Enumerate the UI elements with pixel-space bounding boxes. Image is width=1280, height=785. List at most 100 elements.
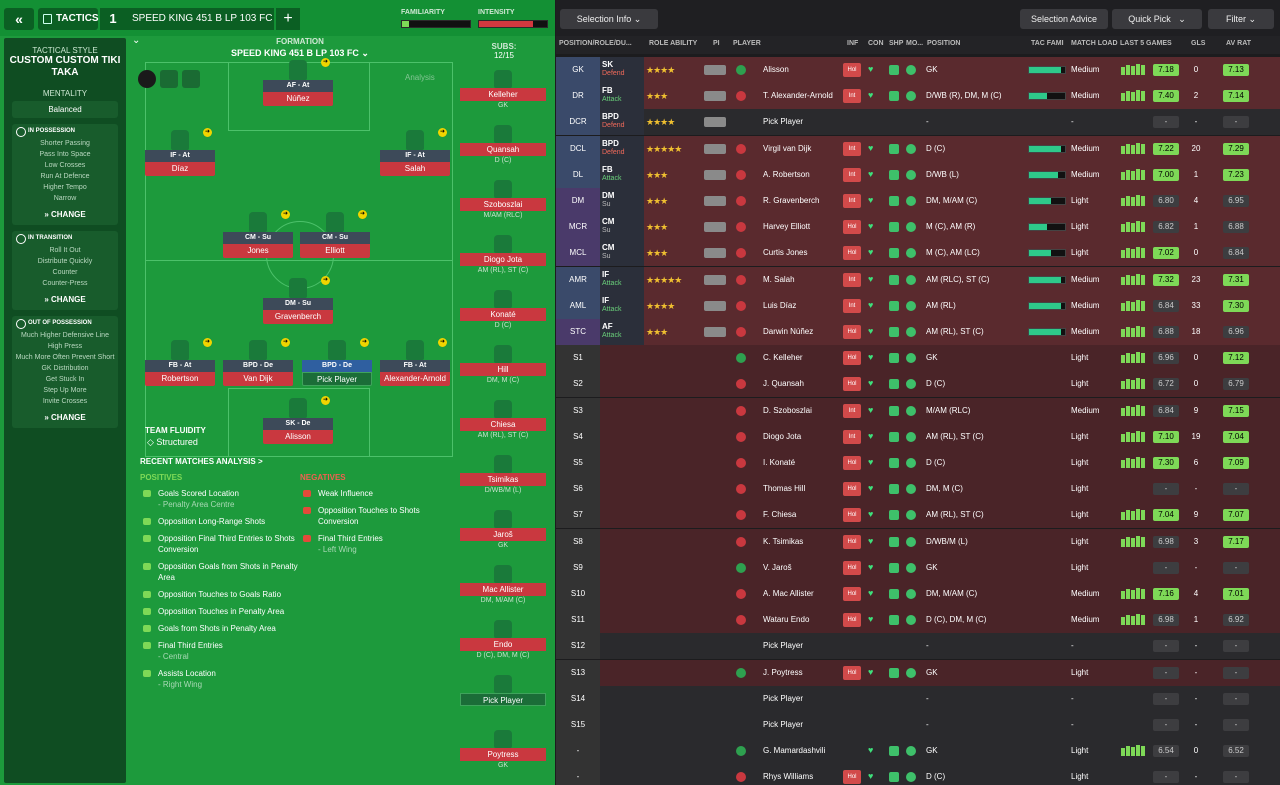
- sub-player[interactable]: Jaroš GK: [460, 510, 546, 550]
- col-player[interactable]: PLAYER: [733, 40, 761, 47]
- sub-player[interactable]: Quansah D (C): [460, 125, 546, 165]
- player-name-cell[interactable]: A. Robertson: [763, 169, 810, 179]
- player-name[interactable]: Alisson: [263, 430, 333, 444]
- pitch-player[interactable]: CM - Su Jones: [223, 212, 293, 258]
- player-name-cell[interactable]: V. Jaroš: [763, 562, 792, 572]
- tactic-slot-number[interactable]: 1: [100, 8, 126, 30]
- table-row[interactable]: S8 K. Tsimikas Hol ♥ D/WB/M (L) Light 6.98 3 7.1…: [556, 528, 1280, 555]
- warning-icon[interactable]: [182, 70, 200, 88]
- position-cell[interactable]: DCL: [556, 135, 600, 162]
- table-row[interactable]: S6 Thomas Hill Hol ♥ DM, M (C) Light - - -: [556, 476, 1280, 503]
- player-name[interactable]: Elliott: [300, 244, 370, 258]
- role-cell[interactable]: AF Attack: [600, 319, 644, 345]
- position-cell[interactable]: AMR: [556, 266, 600, 293]
- player-role[interactable]: CM - Su: [300, 232, 370, 244]
- position-cell[interactable]: DR: [556, 83, 600, 110]
- sub-name[interactable]: Konaté: [460, 308, 546, 321]
- player-instructions-icon[interactable]: [704, 117, 726, 128]
- table-row[interactable]: S15 Pick Player - - - - -: [556, 712, 1280, 738]
- position-cell[interactable]: DCR: [556, 109, 600, 136]
- sub-player[interactable]: Pick Player: [460, 675, 546, 706]
- sub-player[interactable]: Diogo Jota AM (RL), ST (C): [460, 235, 546, 275]
- sub-name[interactable]: Chiesa: [460, 418, 546, 431]
- player-name-cell[interactable]: T. Alexander-Arnold: [763, 91, 833, 101]
- pitch-player[interactable]: BPD - De Pick Player: [302, 340, 372, 386]
- role-cell[interactable]: SK Defend: [600, 57, 644, 83]
- player-instructions-icon[interactable]: [704, 169, 726, 180]
- formation-name[interactable]: SPEED KING 451 B LP 103 FC ⌄: [231, 48, 369, 58]
- table-row[interactable]: S2 J. Quansah Hol ♥ D (C) Light 6.72 0 6.79: [556, 371, 1280, 398]
- selection-info-dropdown[interactable]: Selection Info ⌄: [560, 9, 658, 29]
- sub-name[interactable]: Poytress: [460, 748, 546, 761]
- role-cell[interactable]: BPD Defend: [600, 109, 644, 136]
- position-cell[interactable]: S13: [556, 659, 600, 686]
- table-row[interactable]: S14 Pick Player - - - - -: [556, 685, 1280, 712]
- player-instructions-icon[interactable]: [704, 222, 726, 233]
- table-row[interactable]: - Rhys Williams Hol ♥ D (C) Light - - -: [556, 764, 1280, 785]
- table-row[interactable]: DR FB Attack ★★★ T. Alexander-Arnold Int ♥ D/WB…: [556, 83, 1280, 110]
- player-name[interactable]: Núñez: [263, 92, 333, 106]
- position-cell[interactable]: S10: [556, 581, 600, 607]
- col-gls[interactable]: GLS: [1191, 40, 1206, 47]
- role-cell[interactable]: IF Attack: [600, 292, 644, 319]
- player-name[interactable]: Alexander-Arnold: [380, 372, 450, 386]
- table-row[interactable]: S9 V. Jaroš Hol ♥ GK Light - - -: [556, 554, 1280, 581]
- table-row[interactable]: S13 J. Poytress Hol ♥ GK Light - - -: [556, 659, 1280, 686]
- player-name[interactable]: Díaz: [145, 162, 215, 176]
- pitch-player[interactable]: FB - At Robertson: [145, 340, 215, 386]
- col-tac-fami[interactable]: TAC FAMI: [1031, 40, 1064, 47]
- position-cell[interactable]: S9: [556, 554, 600, 581]
- tactical-style-name[interactable]: CUSTOM CUSTOM TIKI TAKA: [9, 55, 121, 78]
- col-position-role[interactable]: POSITION/ROLE/DU...: [559, 40, 632, 47]
- position-cell[interactable]: AML: [556, 292, 600, 319]
- pitch-player[interactable]: CM - Su Elliott: [300, 212, 370, 258]
- pitch-player[interactable]: IF - At Salah: [380, 130, 450, 176]
- player-name-cell[interactable]: Diogo Jota: [763, 431, 802, 441]
- position-cell[interactable]: MCL: [556, 240, 600, 267]
- sub-player[interactable]: Szoboszlai M/AM (RLC): [460, 180, 546, 220]
- player-name-cell[interactable]: Pick Player: [763, 117, 804, 127]
- sub-player[interactable]: Endo D (C), DM, M (C): [460, 620, 546, 660]
- position-cell[interactable]: STC: [556, 319, 600, 345]
- position-cell[interactable]: S15: [556, 712, 600, 738]
- col-position[interactable]: POSITION: [927, 40, 961, 47]
- player-role[interactable]: IF - At: [380, 150, 450, 162]
- tactics-tab[interactable]: TACTICS: [38, 8, 99, 30]
- sub-name[interactable]: Diogo Jota: [460, 253, 546, 266]
- player-name-cell[interactable]: C. Kelleher: [763, 353, 803, 363]
- player-name-cell[interactable]: G. Mamardashvili: [763, 746, 826, 756]
- position-cell[interactable]: S4: [556, 423, 600, 450]
- player-name-cell[interactable]: Luis Díaz: [763, 300, 797, 310]
- sub-name[interactable]: Tsimikas: [460, 473, 546, 486]
- tactic-select[interactable]: SPEED KING 451 B LP 103 FC ⌄: [126, 8, 274, 46]
- selection-advice-button[interactable]: Selection Advice: [1020, 9, 1108, 29]
- table-row[interactable]: DM DM Su ★★★ R. Gravenberch Int ♥ DM, M/AM (C) L…: [556, 188, 1280, 214]
- player-role[interactable]: BPD - De: [302, 360, 372, 372]
- table-row[interactable]: - G. Mamardashvili ♥ GK Light 6.54 0 6.52: [556, 738, 1280, 765]
- table-row[interactable]: DCR BPD Defend ★★★★ Pick Player - - - - -: [556, 109, 1280, 136]
- player-role[interactable]: SK - De: [263, 418, 333, 430]
- table-row[interactable]: S4 Diogo Jota Int ♥ AM (RL), ST (C) Light 7.10…: [556, 423, 1280, 450]
- player-instructions-icon[interactable]: [704, 300, 726, 311]
- player-role[interactable]: FB - At: [145, 360, 215, 372]
- pitch-player[interactable]: FB - At Alexander-Arnold: [380, 340, 450, 386]
- sub-name[interactable]: Mac Allister: [460, 583, 546, 596]
- table-row[interactable]: S12 Pick Player - - - - -: [556, 633, 1280, 660]
- quick-pick-button[interactable]: Quick Pick ⌄: [1112, 9, 1202, 29]
- player-name-cell[interactable]: Pick Player: [763, 693, 804, 703]
- pitch-player[interactable]: IF - At Díaz: [145, 130, 215, 176]
- stats-icon[interactable]: [160, 70, 178, 88]
- role-cell[interactable]: DM Su: [600, 188, 644, 214]
- pitch-player[interactable]: BPD - De Van Dijk: [223, 340, 293, 386]
- player-name-cell[interactable]: A. Mac Allister: [763, 589, 814, 598]
- player-name-cell[interactable]: Alisson: [763, 65, 789, 74]
- sub-player[interactable]: Konaté D (C): [460, 290, 546, 330]
- position-cell[interactable]: DL: [556, 161, 600, 188]
- player-name[interactable]: Jones: [223, 244, 293, 258]
- sub-player[interactable]: Tsimikas D/WB/M (L): [460, 455, 546, 495]
- player-name[interactable]: Gravenberch: [263, 310, 333, 324]
- role-cell[interactable]: CM Su: [600, 240, 644, 267]
- recent-matches-link[interactable]: RECENT MATCHES ANALYSIS >: [140, 457, 263, 466]
- player-name[interactable]: Pick Player: [302, 372, 372, 386]
- position-cell[interactable]: GK: [556, 57, 600, 83]
